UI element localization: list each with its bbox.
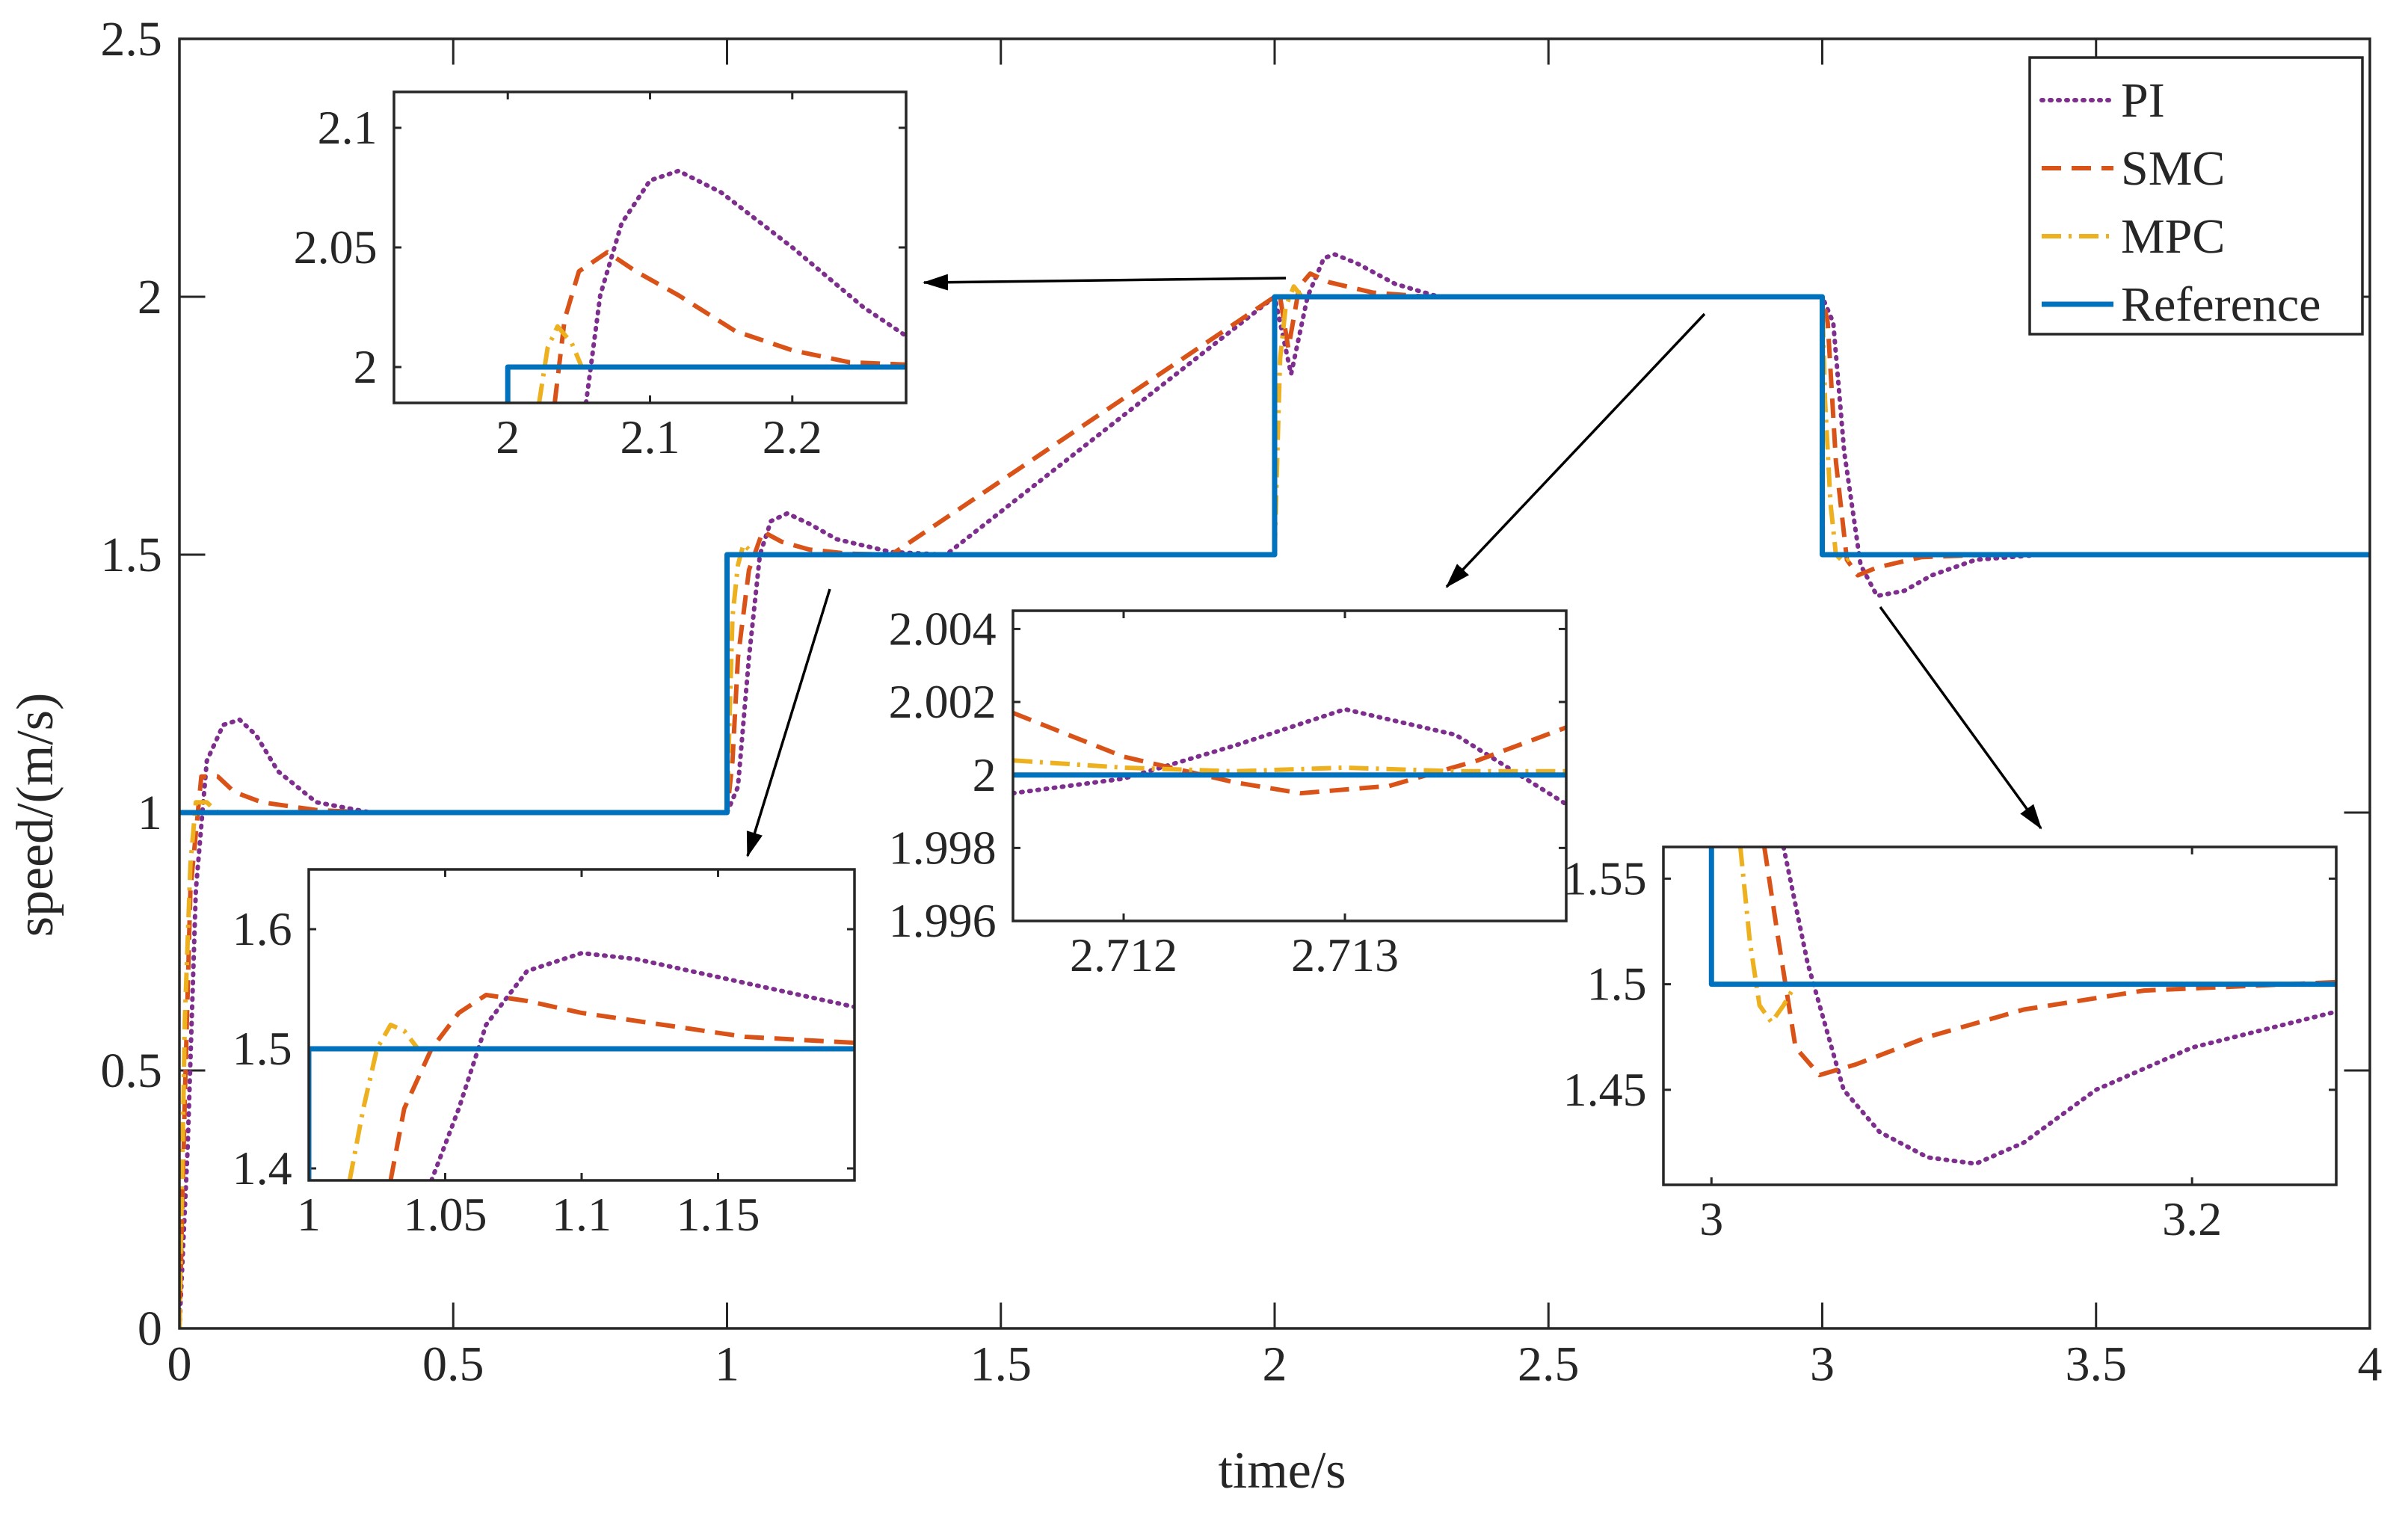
- legend-label-smc: SMC: [2121, 141, 2225, 196]
- main-axes: [178, 37, 2371, 1330]
- inset-start-xtick-label: 1.05: [404, 1188, 487, 1241]
- legend-label-reference: Reference: [2121, 277, 2321, 332]
- inset-step-down-series-pi: [1781, 847, 2336, 1166]
- inset-step-up-ytick-label: 2.1: [318, 101, 378, 154]
- inset-start-xtick-label: 1.15: [677, 1188, 760, 1241]
- inset-start-series-smc: [388, 993, 854, 1180]
- inset-start-ytick-label: 1.5: [233, 1022, 292, 1075]
- inset-steady-ytick-label: 1.996: [889, 894, 997, 947]
- inset-step-up-frame: [392, 90, 908, 404]
- main-xtick-label: 1: [715, 1337, 739, 1391]
- inset-steady-series-mpc: [1013, 758, 1566, 774]
- inset-step-down-xtick-label: 3: [1699, 1192, 1723, 1245]
- zoom-arrow: [1879, 606, 2042, 830]
- inset-step-down-series-smc: [1762, 847, 2336, 1078]
- inset-steady-series-pi: [1013, 706, 1566, 807]
- main-ytick-label: 1: [138, 786, 162, 840]
- inset-start-background: [309, 869, 854, 1180]
- zoom-arrow: [923, 274, 1287, 291]
- inset-step-up-background: [394, 92, 906, 403]
- main-frame: [178, 37, 2371, 1330]
- main-ytick-label: 2: [138, 270, 162, 324]
- zoom-insets: 1 1.05 1.1 1.15 1.4 1.5 1.6 2 2.1 2.2 2 2.05 2.1 2.71…: [233, 90, 2338, 1245]
- inset-step-down: 3 3.2 1.45 1.5 1.55: [1563, 845, 2338, 1245]
- inset-step-up-series-pi: [583, 168, 906, 403]
- inset-steady: 2.712 2.713 1.996 1.998 2 2.002 2.004: [889, 603, 1568, 982]
- inset-step-up-series-reference: [505, 364, 906, 403]
- inset-step-down-frame: [1662, 845, 2338, 1186]
- main-xtick-label: 0.5: [422, 1337, 484, 1391]
- inset-step-up: 2 2.1 2.2 2 2.05 2.1: [294, 90, 908, 463]
- main-xtick-label: 2: [1263, 1337, 1287, 1391]
- inset-step-up-xtick-label: 2: [496, 410, 520, 463]
- main-xtick-label: 4: [2358, 1337, 2383, 1391]
- inset-start: 1 1.05 1.1 1.15 1.4 1.5 1.6: [233, 868, 856, 1241]
- inset-start-frame: [307, 868, 856, 1182]
- inset-step-down-ytick-label: 1.55: [1563, 851, 1647, 905]
- inset-start-series-pi: [429, 951, 854, 1180]
- inset-steady-series-smc: [1013, 710, 1566, 796]
- inset-step-down-xtick-label: 3.2: [2162, 1192, 2222, 1245]
- legend-label-pi: PI: [2121, 73, 2165, 128]
- inset-start-series-reference: [309, 1046, 854, 1180]
- main-ytick-label: 2.5: [100, 12, 162, 67]
- inset-steady-ytick-label: 2.002: [889, 675, 997, 728]
- inset-step-up-xtick-label: 2.1: [621, 410, 680, 463]
- inset-step-up-series-mpc: [537, 324, 584, 403]
- main-ytick-label: 1.5: [100, 528, 162, 582]
- inset-step-up-ytick-label: 2: [354, 340, 378, 393]
- inset-start-ytick-label: 1.6: [233, 902, 292, 955]
- inset-step-up-ytick-label: 2.05: [294, 221, 378, 274]
- zoom-arrow: [1445, 312, 1706, 588]
- main-xtick-label: 1.5: [970, 1337, 1032, 1391]
- y-axis-label: speed/(m/s): [7, 693, 64, 937]
- zoom-arrow: [746, 588, 831, 857]
- main-xtick-label: 2.5: [1518, 1337, 1580, 1391]
- main-ytick-label: 0.5: [100, 1044, 162, 1098]
- inset-start-xtick-label: 1.1: [552, 1188, 612, 1241]
- inset-steady-ytick-label: 2.004: [889, 603, 997, 656]
- inset-start-xtick-label: 1: [297, 1188, 321, 1241]
- legend-box: [2028, 56, 2364, 336]
- inset-step-down-ytick-label: 1.5: [1587, 958, 1647, 1011]
- inset-step-up-series-smc: [552, 250, 906, 403]
- inset-steady-ytick-label: 2: [973, 748, 997, 801]
- legend-label-mpc: MPC: [2121, 209, 2225, 264]
- inset-step-down-series-reference: [1708, 847, 2336, 987]
- zoom-arrows: [746, 274, 2042, 857]
- inset-steady-xtick-label: 2.712: [1070, 928, 1177, 982]
- main-xtick-label: 3: [1810, 1337, 1835, 1391]
- inset-steady-ytick-label: 1.998: [889, 821, 997, 874]
- inset-step-down-ytick-label: 1.45: [1563, 1063, 1647, 1116]
- inset-start-ytick-label: 1.4: [233, 1141, 292, 1195]
- main-xtick-label: 0: [167, 1337, 192, 1391]
- inset-steady-xtick-label: 2.713: [1291, 928, 1399, 982]
- main-series-reference: [179, 294, 2370, 816]
- legend: PI SMC MPC Reference: [2028, 56, 2364, 336]
- main-ytick-label: 0: [138, 1301, 162, 1356]
- inset-steady-frame: [1011, 609, 1568, 922]
- main-xtick-label: 3.5: [2066, 1337, 2128, 1391]
- x-axis-label: time/s: [1218, 1442, 1346, 1500]
- inset-step-up-xtick-label: 2.2: [763, 410, 822, 463]
